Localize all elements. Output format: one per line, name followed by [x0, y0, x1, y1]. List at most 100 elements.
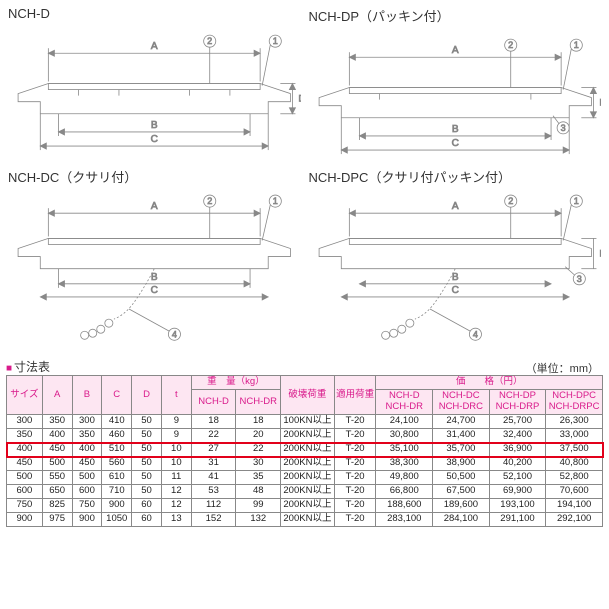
table-cell: 24,100 — [376, 415, 433, 429]
section-label-text: 寸法表 — [14, 360, 50, 374]
svg-text:C: C — [151, 134, 158, 145]
svg-text:B: B — [151, 120, 158, 131]
table-cell: 99 — [236, 498, 281, 512]
table-cell: 31 — [191, 457, 236, 471]
table-cell: 600 — [7, 484, 43, 498]
svg-text:A: A — [451, 45, 458, 56]
svg-text:2: 2 — [508, 196, 513, 206]
diagram-nch-d: NCH-D A B C — [8, 6, 301, 163]
table-head: サイズ A B C D t 重 量（kg） 破壊荷重 適用荷重 価 格（円） N… — [7, 376, 603, 415]
table-cell: 510 — [102, 443, 132, 457]
table-cell: 33,000 — [546, 429, 603, 443]
table-cell: 30 — [236, 457, 281, 471]
unit-label: （単位：mm） — [526, 360, 599, 376]
col-p4: NCH-DPC NCH-DRPC — [546, 390, 603, 415]
table-cell: T-20 — [334, 470, 376, 484]
table-cell: 31,400 — [433, 429, 490, 443]
diagram-svg: A B C D 1 2 3 — [309, 27, 602, 158]
col-nchdr: NCH-DR — [236, 390, 281, 415]
table-cell: 48 — [236, 484, 281, 498]
section-label: ■寸法表 — [0, 358, 609, 375]
col-load: 適用荷重 — [334, 376, 376, 415]
table-cell: 189,600 — [433, 498, 490, 512]
dimension-table-wrap: サイズ A B C D t 重 量（kg） 破壊荷重 適用荷重 価 格（円） N… — [0, 375, 609, 532]
table-cell: 550 — [42, 470, 72, 484]
table-cell: 450 — [42, 443, 72, 457]
table-cell: 710 — [102, 484, 132, 498]
table-cell: 52,800 — [546, 470, 603, 484]
table-cell: 27 — [191, 443, 236, 457]
diagram-svg: A B C D 4 1 2 3 — [309, 188, 602, 349]
table-cell: 1050 — [102, 512, 132, 526]
table-cell: 900 — [72, 512, 102, 526]
table-cell: 112 — [191, 498, 236, 512]
diagrams-grid: NCH-D A B C — [0, 0, 609, 356]
table-cell: 200KN以上 — [281, 484, 335, 498]
table-cell: 284,100 — [433, 512, 490, 526]
table-row: 3504003504605092220200KN以上T-2030,80031,4… — [7, 429, 603, 443]
table-cell: 460 — [102, 429, 132, 443]
table-cell: 900 — [7, 512, 43, 526]
col-t: t — [161, 376, 191, 415]
table-cell: 400 — [7, 443, 43, 457]
svg-text:D: D — [298, 94, 300, 104]
table-cell: 67,500 — [433, 484, 490, 498]
table-cell: 560 — [102, 457, 132, 471]
table-cell: 200KN以上 — [281, 498, 335, 512]
table-cell: 10 — [161, 457, 191, 471]
svg-text:2: 2 — [207, 36, 212, 46]
diagram-nch-dp: NCH-DP（パッキン付） A B C D 1 2 — [309, 6, 602, 163]
diagram-svg: A B C D 1 2 — [8, 23, 301, 154]
diagram-nch-dpc: NCH-DPC（クサリ付パッキン付） A B C D 4 1 2 — [309, 167, 602, 354]
svg-text:2: 2 — [508, 40, 513, 50]
col-price-group: 価 格（円） — [376, 376, 603, 390]
col-p1: NCH-D NCH-DR — [376, 390, 433, 415]
svg-text:C: C — [151, 285, 158, 296]
table-cell: 11 — [161, 470, 191, 484]
table-cell: 69,900 — [489, 484, 546, 498]
table-cell: 350 — [72, 429, 102, 443]
table-cell: 450 — [72, 457, 102, 471]
diagram-title: NCH-D — [8, 6, 301, 21]
svg-text:4: 4 — [472, 329, 477, 339]
svg-text:1: 1 — [573, 196, 578, 206]
table-cell: T-20 — [334, 498, 376, 512]
table-cell: 66,800 — [376, 484, 433, 498]
table-cell: 30,800 — [376, 429, 433, 443]
table-cell: 24,700 — [433, 415, 490, 429]
table-cell: 650 — [42, 484, 72, 498]
svg-text:B: B — [451, 124, 458, 135]
col-weight-group: 重 量（kg） — [191, 376, 280, 390]
svg-text:A: A — [451, 201, 458, 212]
table-cell: 50 — [132, 470, 162, 484]
table-cell: 10 — [161, 443, 191, 457]
diagram-title: NCH-DPC（クサリ付パッキン付） — [309, 167, 602, 186]
table-row: 3003503004105091818100KN以上T-2024,10024,7… — [7, 415, 603, 429]
table-cell: 60 — [132, 498, 162, 512]
table-cell: 400 — [72, 443, 102, 457]
table-cell: 200KN以上 — [281, 443, 335, 457]
table-cell: 50 — [132, 457, 162, 471]
table-cell: 194,100 — [546, 498, 603, 512]
table-cell: 152 — [191, 512, 236, 526]
table-cell: 60 — [132, 512, 162, 526]
table-cell: 38,900 — [433, 457, 490, 471]
table-cell: 22 — [236, 443, 281, 457]
table-cell: 40,200 — [489, 457, 546, 471]
table-cell: 300 — [7, 415, 43, 429]
table-cell: 12 — [161, 498, 191, 512]
svg-text:A: A — [151, 41, 158, 52]
table-cell: T-20 — [334, 512, 376, 526]
table-cell: 610 — [102, 470, 132, 484]
svg-text:C: C — [451, 285, 458, 296]
table-cell: 500 — [42, 457, 72, 471]
table-cell: 50,500 — [433, 470, 490, 484]
table-cell: T-20 — [334, 457, 376, 471]
table-cell: 9 — [161, 429, 191, 443]
table-cell: 35,100 — [376, 443, 433, 457]
table-cell: 18 — [191, 415, 236, 429]
table-cell: 35,700 — [433, 443, 490, 457]
table-cell: 13 — [161, 512, 191, 526]
diagram-nch-dc: NCH-DC（クサリ付） A B C 4 1 — [8, 167, 301, 354]
svg-text:A: A — [151, 201, 158, 212]
